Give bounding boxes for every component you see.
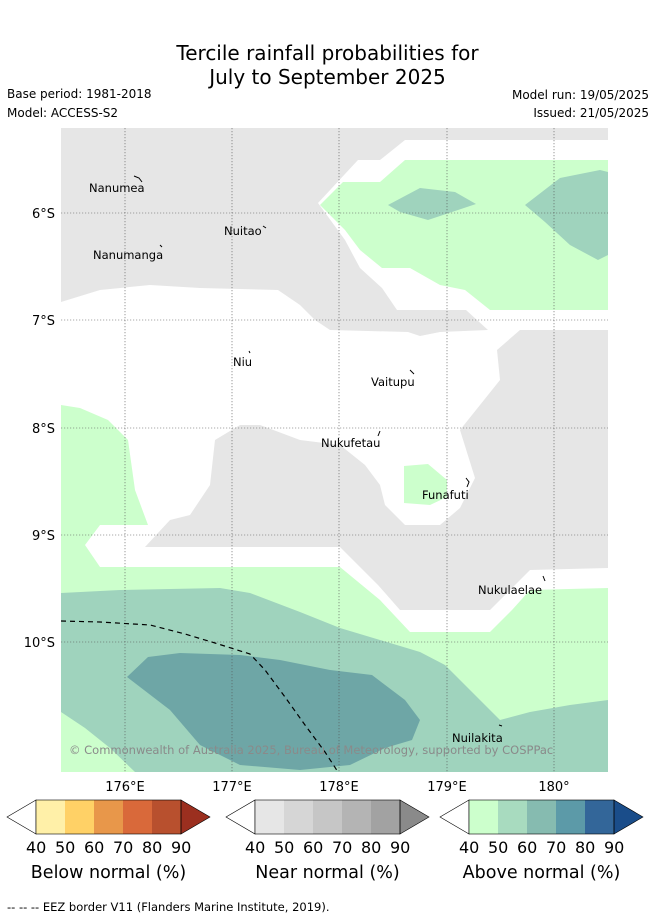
colorbar-above-segment-3	[527, 800, 556, 834]
lat-label-8s: 8°S	[32, 422, 55, 437]
title-line-2: July to September 2025	[209, 65, 446, 89]
island-mark-nanumea	[133, 175, 143, 183]
colorbar-below-tick-90: 90	[171, 838, 192, 857]
colorbar-near-tick-90: 90	[390, 838, 411, 857]
colorbar-below-high-arrow	[180, 799, 211, 835]
colorbar-near-outline	[254, 799, 401, 835]
place-label-nuitao: Nuitao	[224, 224, 262, 238]
colorbar-above-label: Above normal (%)	[462, 863, 621, 883]
colorbar-near-label: Near normal (%)	[255, 863, 400, 883]
near-normal-region-central	[145, 330, 608, 610]
colorbar-above-segment-2	[498, 800, 527, 834]
above-normal-50-ne-blob	[388, 188, 476, 220]
colorbar-near-high-arrow	[399, 799, 430, 835]
colorbar-below-segment-1	[36, 800, 65, 834]
lat-label-9s: 9°S	[32, 529, 55, 544]
lon-label-176e: 176°E	[105, 780, 145, 795]
place-labels: Nanumea Nuitao Nanumanga Niu Vaitupu Nuk…	[89, 181, 542, 745]
colorbar-near-low-arrow	[225, 799, 256, 835]
island-mark-nukufetau	[377, 430, 381, 437]
colorbar-above-high-arrow	[613, 799, 644, 835]
base-period: Base period: 1981-2018	[7, 87, 152, 101]
island-mark-nanumanga	[159, 244, 163, 248]
near-normal-region-north	[61, 128, 608, 336]
colorbar-near-tick-70: 70	[332, 838, 353, 857]
colorbar-above-tick-60: 60	[517, 838, 538, 857]
place-label-niu: Niu	[233, 355, 252, 369]
above-normal-50-east-blob	[525, 170, 608, 260]
colorbar-below-segment-4	[123, 800, 152, 834]
colorbar-below-tick-40: 40	[26, 838, 47, 857]
lat-label-7s: 7°S	[32, 314, 55, 329]
issued-date: Issued: 21/05/2025	[533, 106, 649, 120]
lat-label-6s: 6°S	[32, 207, 55, 222]
colorbar-below-tick-50: 50	[55, 838, 76, 857]
island-marks	[133, 175, 546, 727]
colorbar-below-outline	[35, 799, 182, 835]
above-normal-40-funafuti	[404, 464, 447, 505]
lat-label-10s: 10°S	[24, 636, 55, 651]
place-label-nukufetau: Nukufetau	[321, 436, 380, 450]
eez-border	[61, 620, 339, 772]
island-mark-funafuti	[465, 477, 470, 488]
place-label-nanumea: Nanumea	[89, 181, 145, 195]
model-name: Model: ACCESS-S2	[7, 106, 119, 120]
lon-label-179e: 179°E	[427, 780, 467, 795]
island-mark-vaitupu	[409, 369, 415, 375]
colorbar-below-segment-5	[152, 800, 181, 834]
colorbar-near-segment-4	[342, 800, 371, 834]
island-mark-nuitao	[262, 225, 267, 229]
island-mark-nuilakita	[498, 724, 503, 727]
island-mark-niu	[248, 350, 251, 354]
lon-label-177e: 177°E	[212, 780, 252, 795]
lon-label-180: 180°	[538, 780, 569, 795]
colorbar-below-label: Below normal (%)	[30, 863, 187, 883]
above-normal-60-south	[127, 653, 420, 770]
graticule	[61, 128, 608, 772]
colorbar-near-tick-40: 40	[245, 838, 266, 857]
colorbar-below-tick-70: 70	[113, 838, 134, 857]
colorbar-above-tick-80: 80	[575, 838, 596, 857]
place-label-nuilakita: Nuilakita	[452, 731, 503, 745]
colorbar-below-low-arrow	[6, 799, 37, 835]
colorbars	[6, 799, 644, 835]
colorbar-above-segment-5	[585, 800, 614, 834]
colorbar-near-segment-3	[313, 800, 342, 834]
colorbar-above-tick-40: 40	[459, 838, 480, 857]
longitude-labels: 176°E 177°E 178°E 179°E 180°	[105, 780, 569, 795]
colorbar-near-segment-5	[371, 800, 400, 834]
place-label-nukulaelae: Nukulaelae	[478, 583, 542, 597]
eez-footnote: -- -- -- EEZ border V11 (Flanders Marine…	[7, 900, 330, 914]
colorbar-above-tick-70: 70	[546, 838, 567, 857]
title-line-1: Tercile rainfall probabilities for	[176, 41, 479, 65]
lon-label-178e: 178°E	[319, 780, 359, 795]
colorbar-above-segment-1	[469, 800, 498, 834]
colorbar-above-segment-4	[556, 800, 585, 834]
colorbar-near-segment-1	[255, 800, 284, 834]
above-normal-40-sw-wedge	[61, 712, 135, 772]
colorbar-above-tick-90: 90	[604, 838, 625, 857]
colorbar-above-tick-50: 50	[488, 838, 509, 857]
place-label-nanumanga: Nanumanga	[93, 248, 163, 262]
island-mark-nukulaelae	[542, 575, 546, 582]
place-label-vaitupu: Vaitupu	[371, 375, 415, 389]
colorbar-above-outline	[468, 799, 615, 835]
colorbar-near-tick-80: 80	[361, 838, 382, 857]
latitude-labels: 6°S 7°S 8°S 9°S 10°S	[24, 207, 55, 651]
colorbar-near-tick-50: 50	[274, 838, 295, 857]
colorbar-below-segment-2	[65, 800, 94, 834]
place-label-funafuti: Funafuti	[422, 488, 469, 502]
model-run: Model run: 19/05/2025	[511, 88, 649, 102]
colorbar-near-segment-2	[284, 800, 313, 834]
colorbar-above-low-arrow	[439, 799, 470, 835]
colorbar-near-tick-60: 60	[303, 838, 324, 857]
copyright-notice: © Commonwealth of Australia 2025, Bureau…	[69, 743, 553, 757]
colorbar-below-tick-60: 60	[84, 838, 105, 857]
colorbar-below-segment-3	[94, 800, 123, 834]
colorbar-below-tick-80: 80	[142, 838, 163, 857]
map-area	[61, 128, 608, 772]
